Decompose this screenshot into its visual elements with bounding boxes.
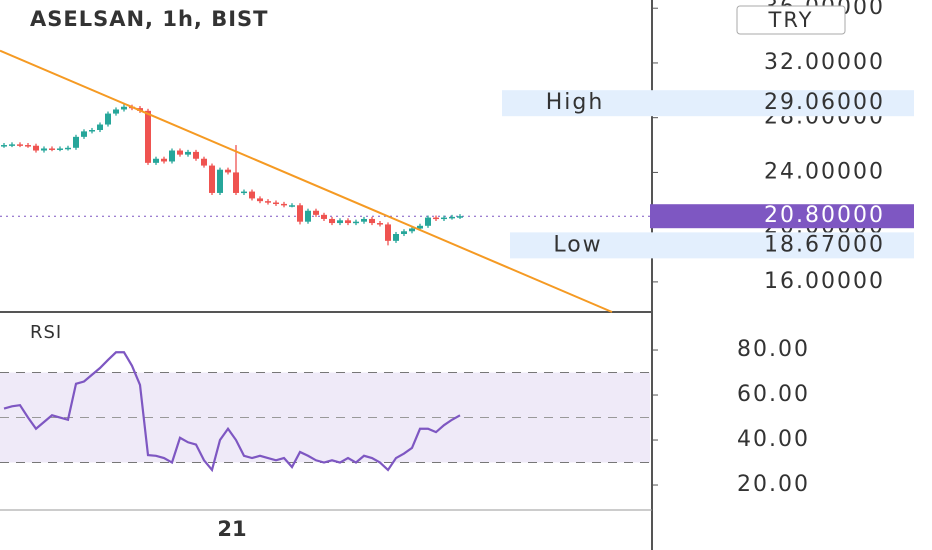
low-name: Low	[553, 232, 602, 257]
y-tick-label: 40.00	[737, 427, 810, 452]
y-tick-label: 80.00	[737, 337, 810, 362]
candle-body	[449, 216, 455, 219]
candle-body	[337, 220, 343, 224]
candle-body	[193, 151, 199, 159]
candle-body	[353, 221, 359, 224]
currency[interactable]: TRY	[768, 8, 814, 32]
candle-body	[201, 158, 207, 166]
candle-body	[409, 228, 415, 232]
candle-body	[57, 148, 63, 150]
y-tick-label: 24.00000	[764, 159, 885, 184]
candle-body	[41, 148, 47, 151]
candle-body	[233, 172, 239, 193]
high-value: 29.06000	[764, 90, 885, 115]
candle-body	[345, 220, 351, 224]
candle-body	[361, 218, 367, 222]
chart-title: ASELSAN, 1h, BIST	[30, 7, 268, 31]
candle-body	[321, 214, 327, 219]
candle-body	[385, 224, 391, 241]
candle-body	[121, 106, 127, 110]
rsi-line	[3, 351, 461, 473]
trendline	[0, 49, 613, 313]
candle-body	[209, 165, 215, 193]
candle-body	[377, 223, 383, 225]
candle-body	[289, 205, 295, 207]
candle-body	[33, 145, 39, 151]
low-value: 18.67000	[764, 232, 885, 257]
y-tick-label: 20.00	[737, 472, 810, 497]
candle-body	[1, 145, 7, 147]
candle-body	[401, 231, 407, 234]
candle-body	[417, 225, 423, 229]
currency-box[interactable]	[736, 5, 846, 35]
candle-body	[9, 144, 15, 146]
candle-body	[81, 131, 87, 137]
last-price-label: 20.80000	[764, 203, 885, 228]
candle-body	[177, 150, 183, 155]
low-box	[510, 232, 914, 259]
candle-body	[97, 124, 103, 130]
candle-body	[313, 210, 319, 215]
candle-body	[241, 191, 247, 194]
candle-body	[273, 202, 279, 205]
candle-body	[281, 203, 287, 206]
candle-body	[217, 169, 223, 193]
candle-body	[105, 113, 111, 125]
candle-body	[145, 110, 151, 163]
candle-body	[49, 148, 55, 150]
y-tick-label: 16.00000	[764, 269, 885, 294]
candle-body	[185, 151, 191, 155]
candle-body	[73, 136, 79, 148]
candle-body	[265, 201, 271, 203]
candle-body	[25, 145, 31, 147]
high-name: High	[546, 90, 605, 115]
high-box	[502, 90, 914, 117]
rsi-title: RSI	[30, 322, 62, 343]
candle-body	[161, 158, 167, 162]
candle-body	[257, 198, 263, 202]
candle-body	[65, 147, 71, 150]
candle-body	[329, 218, 335, 224]
candle-body	[249, 191, 255, 199]
candle-body	[297, 205, 303, 222]
y-tick-label: 32.00000	[764, 50, 885, 75]
last-price-box	[650, 204, 914, 229]
candle-body	[433, 217, 439, 220]
candle-body	[393, 234, 399, 241]
candle-body	[17, 144, 23, 146]
candle-body	[305, 210, 311, 222]
x-tick-label: 21	[217, 517, 246, 541]
candle-body	[369, 218, 375, 224]
candle-body	[89, 130, 95, 132]
candle-body	[441, 217, 447, 220]
candle-body	[113, 109, 119, 114]
y-tick-label: 60.00	[737, 382, 810, 407]
candle-body	[225, 169, 231, 173]
candle-body	[169, 150, 175, 162]
candle-body	[153, 158, 159, 163]
candle-body	[457, 216, 463, 218]
candle-body	[425, 217, 431, 226]
